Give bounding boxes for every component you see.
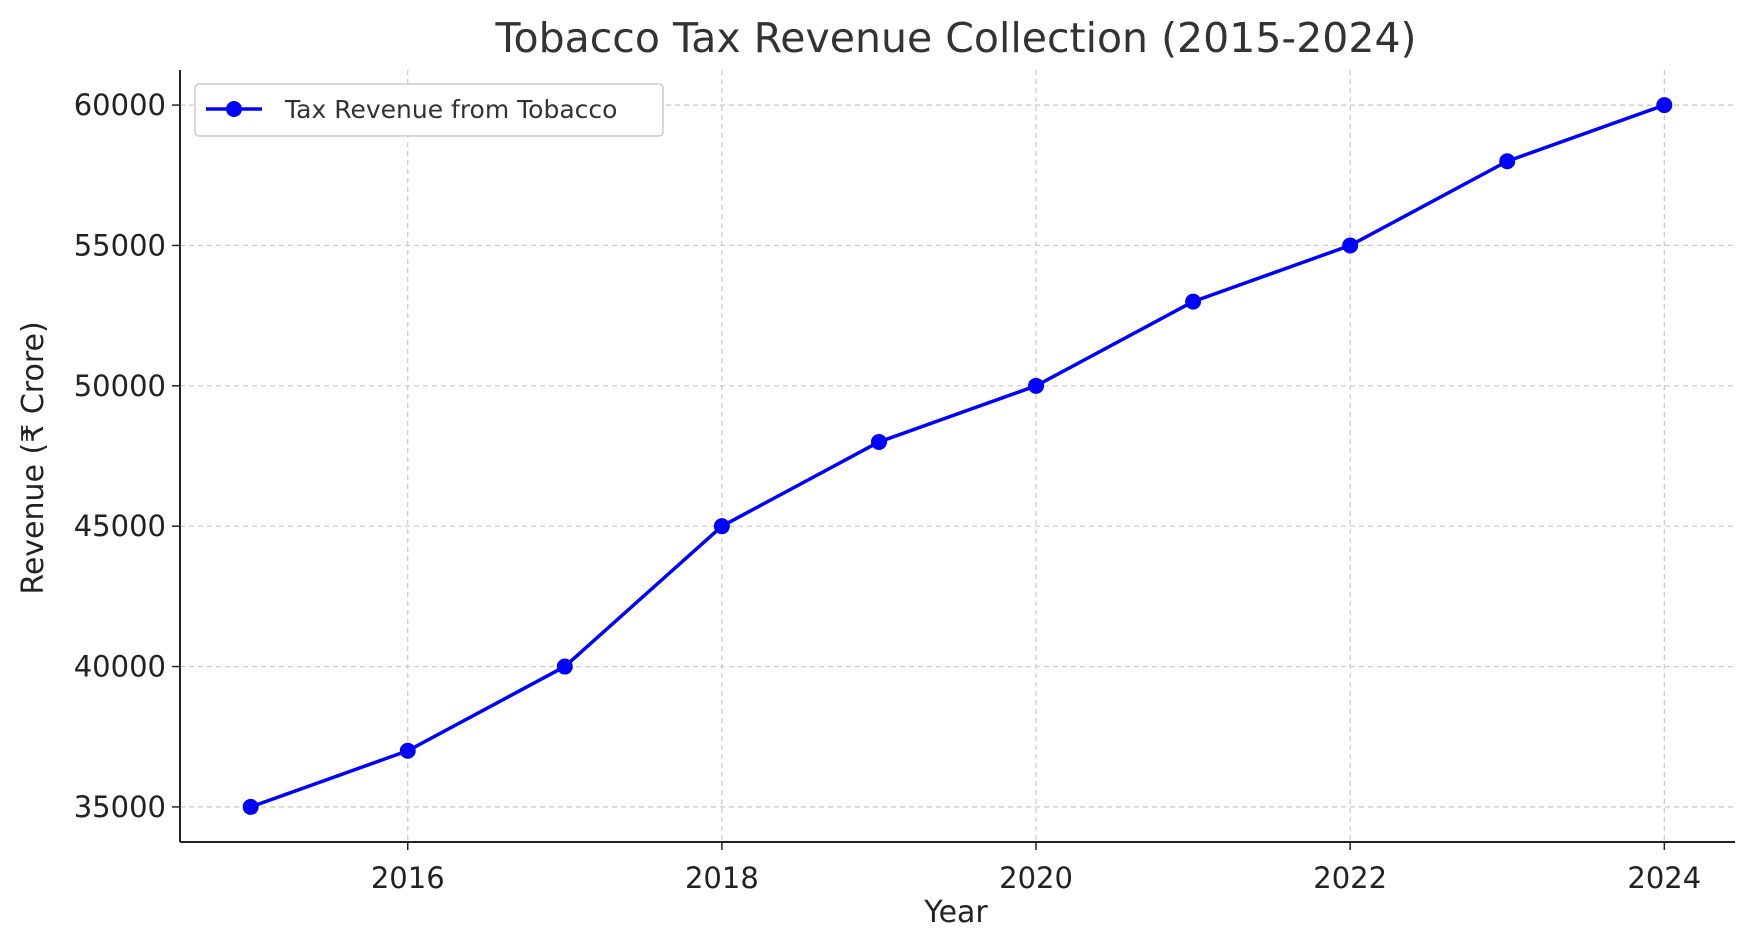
y-tick-label: 40000	[74, 650, 166, 684]
y-axis-label: Revenue (₹ Crore)	[16, 321, 51, 594]
series-line	[250, 103, 1665, 809]
x-tick-label: 2020	[999, 861, 1073, 895]
data-point	[1028, 377, 1045, 394]
data-point	[556, 658, 573, 675]
data-point	[1185, 293, 1202, 310]
y-tick-label: 60000	[74, 88, 166, 122]
x-tick-label: 2022	[1313, 861, 1387, 895]
chart-title: Tobacco Tax Revenue Collection (2015-202…	[494, 14, 1416, 62]
y-tick-label: 35000	[74, 790, 166, 824]
x-ticks: 2016 2018 2020 2022 2024	[371, 842, 1701, 895]
x-tick-label: 2016	[371, 861, 445, 895]
y-ticks: 35000 40000 45000 50000 55000 60000	[74, 88, 180, 824]
x-tick-label: 2018	[685, 861, 759, 895]
legend: Tax Revenue from Tobacco	[194, 83, 664, 137]
series-layer	[242, 97, 1673, 815]
data-point	[713, 518, 730, 535]
data-point	[1342, 237, 1359, 254]
y-tick-label: 50000	[74, 369, 166, 403]
y-tick-label: 55000	[74, 228, 166, 262]
data-point	[870, 433, 887, 450]
grid-layer	[180, 70, 1735, 842]
axes-layer	[179, 70, 1735, 843]
x-tick-label: 2024	[1627, 861, 1701, 895]
data-point	[242, 798, 259, 815]
legend-box	[194, 83, 664, 137]
data-point	[1499, 153, 1516, 170]
data-point	[1656, 97, 1673, 114]
x-axis-label: Year	[923, 895, 988, 930]
legend-marker-sample	[226, 101, 242, 117]
data-point	[399, 742, 416, 759]
legend-label: Tax Revenue from Tobacco	[284, 95, 617, 124]
y-tick-label: 45000	[74, 509, 166, 543]
